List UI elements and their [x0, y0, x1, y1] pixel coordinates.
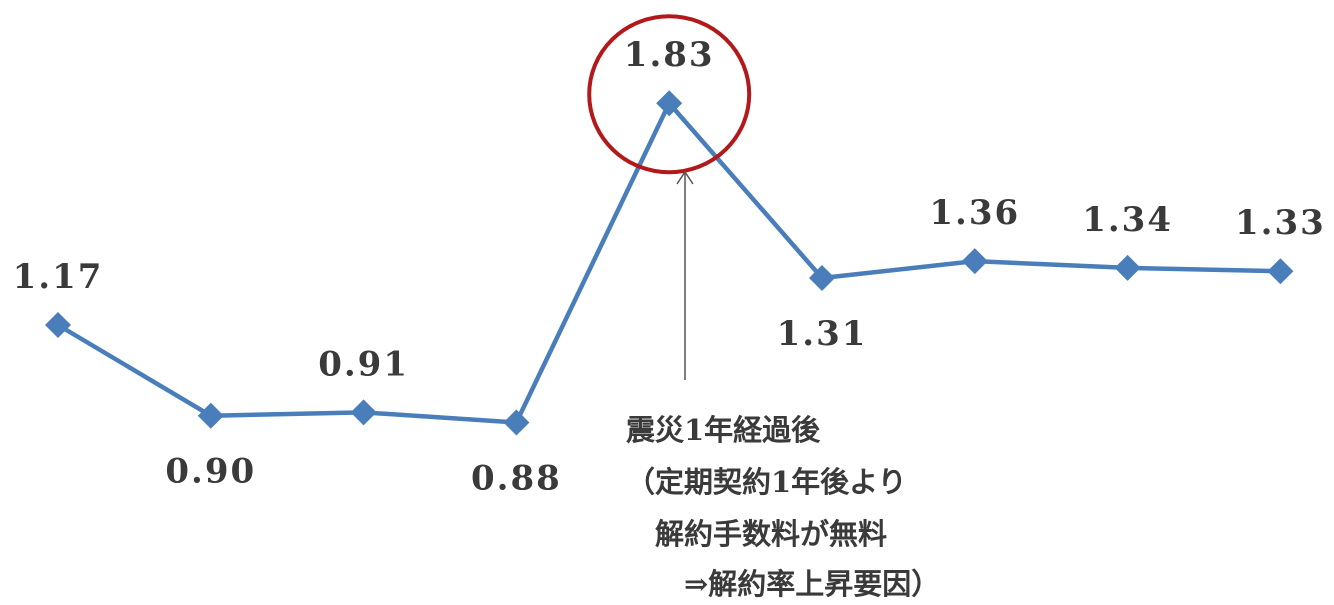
data-label: 1.31 — [777, 314, 868, 354]
data-point-marker — [961, 248, 988, 275]
highlight-circle — [587, 14, 752, 175]
annotation-text-block: 震災1年経過後 （定期契約1年後より 解約手数料が無料 ⇒解約率上昇要因） — [626, 413, 940, 601]
marker-group — [45, 90, 1294, 436]
annotation-line-1: 震災1年経過後 — [626, 413, 821, 447]
data-label: 0.88 — [471, 458, 562, 498]
data-point-marker — [197, 402, 224, 429]
annotation-arrow-head — [676, 170, 694, 185]
data-label: 1.83 — [624, 35, 715, 75]
data-label: 1.33 — [1235, 203, 1326, 243]
series-line-group — [56, 99, 1281, 425]
data-point-marker — [503, 409, 530, 436]
data-label: 1.34 — [1082, 200, 1173, 240]
data-label: 1.17 — [13, 257, 104, 297]
data-point-marker — [45, 312, 71, 338]
data-point-marker — [350, 399, 377, 426]
data-label: 1.36 — [929, 193, 1020, 233]
series-line — [56, 99, 1281, 425]
data-label: 0.91 — [318, 344, 409, 384]
annotation-line-2: （定期契約1年後より — [626, 465, 907, 499]
data-point-marker — [1267, 258, 1294, 285]
annotation-line-3: 解約手数料が無料 — [626, 517, 887, 551]
data-label-group: 1.17 0.90 0.91 0.88 1.83 1.31 1.36 1.34 1.33 — [13, 35, 1326, 498]
annotation-arrow — [676, 170, 694, 380]
data-point-marker — [656, 90, 683, 117]
data-label: 0.90 — [165, 452, 256, 492]
annotation-line-4: ⇒解約率上昇要因） — [626, 567, 940, 601]
data-point-marker — [809, 264, 835, 291]
data-point-marker — [1114, 254, 1141, 281]
